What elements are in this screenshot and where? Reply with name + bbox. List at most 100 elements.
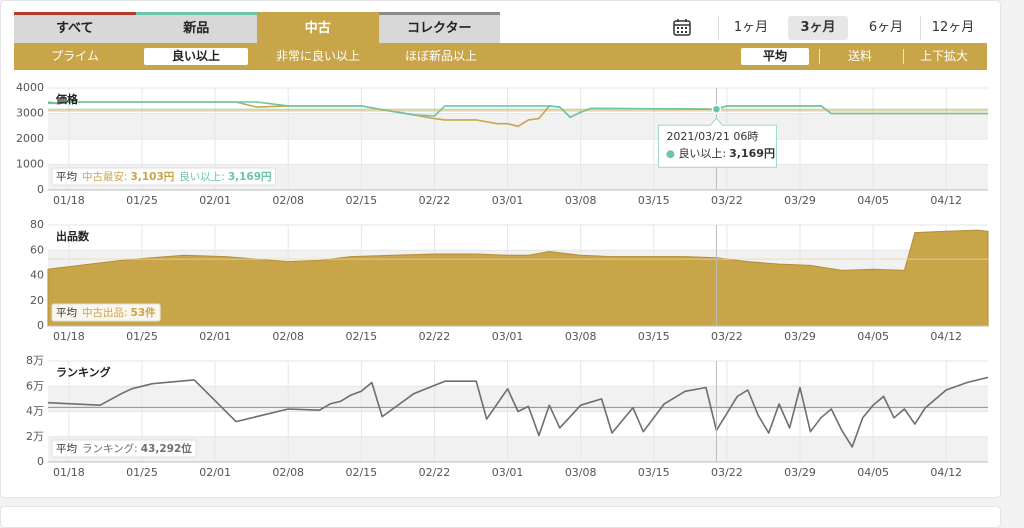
legend: 平均 中古出品: 53件	[56, 306, 156, 319]
legend-average: 平均	[56, 170, 77, 183]
y-tick-label: 0	[37, 455, 44, 468]
separator	[819, 49, 820, 64]
tooltip-title: 2021/03/21 06時	[666, 130, 758, 143]
tab[interactable]: 中古	[257, 12, 379, 43]
tooltip-value: 良い以上: 3,169円	[678, 147, 775, 160]
tooltip-value-label: 3,169円	[729, 147, 775, 160]
display-option[interactable]: 平均	[741, 48, 809, 65]
period-button[interactable]: 1ヶ月	[733, 20, 769, 35]
legend-average-value: 3,169円	[228, 171, 272, 183]
tab[interactable]: コレクター	[378, 12, 500, 43]
x-tick-label: 02/22	[419, 330, 451, 343]
legend: 平均 ランキング: 43,292位	[56, 442, 192, 455]
x-tick-label: 03/15	[638, 330, 670, 343]
tooltip-swatch	[666, 150, 675, 159]
series-area	[47, 229, 989, 327]
legend-average-value: 43,292位	[141, 442, 193, 455]
y-tick-label: 40	[30, 269, 44, 282]
x-tick-label: 02/15	[345, 466, 377, 479]
x-tick-label: 03/29	[784, 194, 816, 207]
legend: 平均 中古最安: 3,103円 良い以上: 3,169円	[56, 170, 272, 183]
condition-option[interactable]: プライム	[51, 49, 99, 63]
filter-bar: プライム 良い以上 非常に良い以上 ほぼ新品以上 平均 送料 上下拡大	[14, 43, 987, 70]
y-tick-label: 20	[30, 294, 44, 307]
y-tick-label: 0	[37, 183, 44, 196]
separator	[920, 16, 921, 40]
y-tick-label: 4万	[26, 405, 44, 418]
legend-series-name: ランキング:	[82, 442, 138, 455]
period-button[interactable]: 3ヶ月	[788, 16, 848, 40]
x-tick-label: 02/08	[272, 330, 304, 343]
condition-option[interactable]: ほぼ新品以上	[404, 49, 477, 63]
legend-series-name: 中古最安:	[82, 170, 128, 183]
y-tick-label: 4000	[16, 81, 44, 94]
x-tick-label: 03/15	[638, 466, 670, 479]
x-tick-label: 03/29	[784, 466, 816, 479]
x-tick-label: 03/01	[492, 194, 524, 207]
tooltip-series-name: 良い以上:	[678, 147, 726, 160]
chart-title: 価格	[55, 92, 79, 106]
x-tick-label: 01/25	[126, 330, 158, 343]
tooltip-point	[711, 104, 722, 114]
y-tick-label: 2000	[16, 132, 44, 145]
x-tick-label: 01/18	[53, 466, 85, 479]
x-tick-label: 01/25	[126, 194, 158, 207]
body: すべて 新品 中古 コレクター プライム 良い以上 非常に良い以上 ほぼ新品以上 平均 送料 上下…	[0, 0, 1001, 528]
separator	[903, 49, 904, 64]
x-tick-label: 01/18	[53, 330, 85, 343]
legend-series-name: 良い以上:	[179, 170, 225, 183]
y-tick-label: 1000	[16, 158, 44, 171]
x-tick-label: 03/15	[638, 194, 670, 207]
y-tick-label: 80	[30, 218, 44, 231]
period-button[interactable]: 12ヶ月	[931, 20, 975, 35]
x-tick-label: 04/12	[930, 330, 962, 343]
x-tick-label: 02/22	[419, 466, 451, 479]
x-tick-label: 03/01	[492, 330, 524, 343]
y-tick-label: 0	[37, 319, 44, 332]
chart-title: 出品数	[56, 229, 90, 243]
legend-average: 平均	[56, 442, 77, 455]
y-tick-label: 6万	[26, 379, 44, 392]
calendar-icon[interactable]	[673, 18, 691, 36]
x-tick-label: 04/05	[857, 466, 889, 479]
display-option[interactable]: 送料	[847, 49, 872, 63]
x-tick-label: 02/01	[199, 330, 231, 343]
x-tick-label: 03/08	[565, 330, 597, 343]
chart-title: ランキング	[56, 365, 111, 379]
legend-average-value: 53件	[131, 306, 157, 319]
x-tick-label: 03/01	[492, 466, 524, 479]
legend-background	[51, 167, 277, 186]
x-tick-label: 03/22	[711, 194, 743, 207]
condition-option[interactable]: 良い以上	[144, 48, 248, 65]
x-tick-label: 02/08	[272, 466, 304, 479]
x-tick-label: 03/29	[784, 330, 816, 343]
tab[interactable]: すべて	[14, 12, 136, 43]
separator	[718, 16, 719, 40]
legend-average-value: 3,103円	[131, 171, 175, 183]
x-tick-label: 03/22	[711, 466, 743, 479]
legend-average: 平均	[56, 306, 77, 319]
legend-background	[51, 439, 197, 458]
tab[interactable]: 新品	[135, 12, 257, 43]
condition-option[interactable]: 非常に良い以上	[275, 49, 360, 63]
x-tick-label: 01/18	[53, 194, 85, 207]
tooltip-box	[657, 117, 777, 168]
x-tick-label: 03/08	[565, 194, 597, 207]
period-button[interactable]: 6ヶ月	[868, 20, 904, 35]
x-tick-label: 02/08	[272, 194, 304, 207]
x-tick-label: 04/05	[857, 330, 889, 343]
x-tick-label: 02/15	[345, 330, 377, 343]
y-tick-label: 8万	[26, 354, 44, 367]
x-tick-label: 02/22	[419, 194, 451, 207]
y-tick-label: 2万	[26, 430, 44, 443]
x-tick-label: 02/01	[199, 466, 231, 479]
x-tick-label: 02/15	[345, 194, 377, 207]
grid-band	[48, 436, 988, 462]
x-tick-label: 04/05	[857, 194, 889, 207]
display-option[interactable]: 上下拡大	[919, 49, 968, 63]
y-tick-label: 60	[30, 243, 44, 256]
page: Price history {"tabs": ["すべて", "新品", "中古…	[0, 0, 1001, 528]
legend-background	[51, 303, 161, 322]
x-tick-label: 02/01	[199, 194, 231, 207]
